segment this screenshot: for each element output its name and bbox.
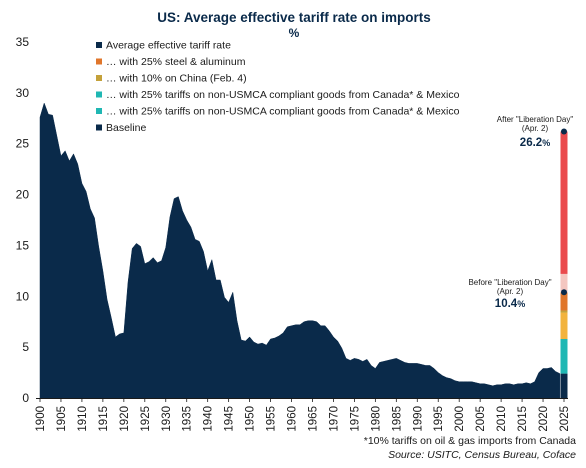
y-tick-label: 20	[16, 188, 30, 202]
footnote: *10% tariffs on oil & gas imports from C…	[364, 435, 576, 447]
x-tick-label: 2000	[454, 406, 466, 432]
x-tick-label: 1990	[412, 406, 424, 432]
x-tick-label: 1930	[161, 406, 173, 432]
source: Source: USITC, Census Bureau, Coface	[388, 449, 576, 461]
x-tick-label: 1905	[56, 406, 68, 432]
chart-title: US: Average effective tariff rate on imp…	[157, 10, 431, 25]
bar-segment	[560, 373, 568, 398]
x-tick-label: 1935	[182, 406, 194, 432]
x-tick-label: 2005	[475, 406, 487, 432]
x-tick-label: 1910	[77, 406, 89, 432]
x-tick-label: 1995	[433, 406, 445, 432]
annotation-before-value: 10.4	[495, 298, 518, 310]
annotation-after-value: 26.2	[520, 137, 542, 149]
stacked-bar-2025	[560, 131, 568, 398]
annotation-after-line2: (Apr. 2)	[522, 124, 549, 133]
bar-segment	[560, 292, 568, 311]
x-tick-label: 2025	[559, 406, 571, 432]
x-tick-label: 2010	[496, 406, 508, 432]
x-tick-label: 1920	[119, 406, 131, 432]
annotation-after-line1: After "Liberation Day"	[497, 115, 574, 124]
x-tick-label: 1980	[370, 406, 382, 432]
area-layer	[39, 102, 561, 399]
y-tick-label: 10	[16, 289, 30, 303]
bar-segment	[560, 131, 568, 274]
y-tick-label: 35	[16, 35, 30, 49]
marker-dot	[561, 289, 567, 296]
annotation-before-line1: Before "Liberation Day"	[468, 278, 551, 287]
x-tick-label: 1945	[224, 406, 236, 432]
marker-dot	[561, 128, 567, 135]
marker-layer	[561, 128, 567, 296]
x-tick-label: 1970	[328, 406, 340, 432]
x-tick-label: 1955	[266, 406, 278, 432]
y-tick-label: 0	[22, 391, 29, 405]
annotation-before-unit: %	[517, 299, 525, 309]
y-tick-label: 5	[22, 340, 29, 354]
legend-swatch	[96, 108, 102, 114]
legend: Average effective tariff rate … with 25% …	[96, 40, 460, 134]
x-tick-label: 1940	[203, 406, 215, 432]
y-tick-label: 15	[16, 238, 30, 252]
y-tick-label: 25	[16, 137, 30, 151]
legend-swatch	[96, 58, 102, 65]
legend-label: Average effective tariff rate	[106, 40, 231, 52]
legend-label: Baseline	[106, 122, 146, 134]
x-axis: 1900 1905 1910 1915 1920 1925 1930 1935 1940 1945…	[35, 398, 571, 432]
x-tick-label: 1975	[349, 406, 361, 432]
x-tick-label: 1925	[140, 406, 152, 432]
y-axis: 0 5 10 15 20 25 30 35	[16, 35, 30, 405]
legend-label: … with 25% tariffs on non-USMCA complian…	[106, 106, 460, 118]
annotation-before-value-text: 10.4%	[495, 298, 525, 310]
bar-segment	[560, 310, 568, 313]
x-tick-label: 1960	[287, 406, 299, 432]
x-tick-label: 1915	[98, 406, 110, 432]
x-tick-label: 1900	[35, 406, 47, 432]
x-tick-label: 2020	[538, 406, 550, 432]
legend-swatch	[96, 75, 102, 81]
legend-swatch	[96, 124, 102, 131]
legend-swatch	[96, 91, 102, 98]
x-tick-label: 2015	[517, 406, 529, 432]
x-tick-label: 1950	[245, 406, 257, 432]
bar-segment	[560, 339, 568, 374]
annotation-after-value-text: 26.2%	[520, 137, 550, 149]
annotation-before: Before "Liberation Day" (Apr. 2) 10.4%	[468, 278, 551, 310]
series-area	[39, 102, 561, 399]
legend-label: … with 25% tariffs on non-USMCA complian…	[106, 89, 460, 101]
y-tick-label: 30	[16, 86, 30, 100]
legend-label: … with 10% on China (Feb. 4)	[106, 73, 247, 85]
annotation-before-line2: (Apr. 2)	[497, 287, 524, 296]
legend-swatch	[96, 42, 102, 48]
legend-label: … with 25% steel & aluminum	[106, 56, 246, 68]
chart-subtitle: %	[289, 26, 300, 40]
x-tick-label: 1985	[391, 406, 403, 432]
annotation-after-unit: %	[542, 138, 550, 148]
x-tick-label: 1965	[307, 406, 319, 432]
annotation-after: After "Liberation Day" (Apr. 2) 26.2%	[497, 115, 574, 149]
bar-segment	[560, 273, 568, 293]
bar-segment	[560, 312, 568, 340]
